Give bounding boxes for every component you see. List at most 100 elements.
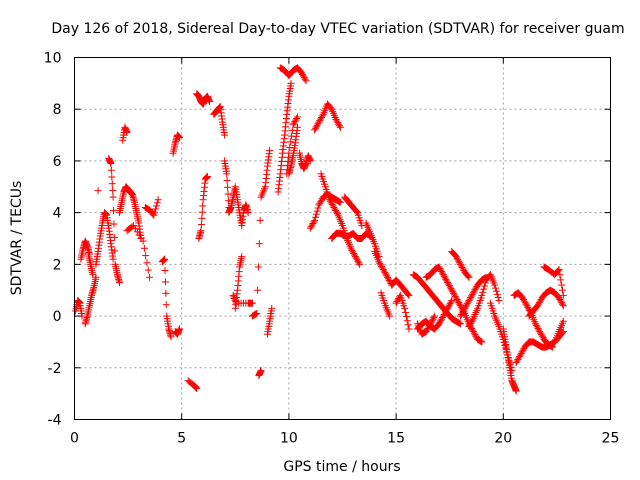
data-point [472,332,480,340]
data-point [431,312,439,320]
data-point [424,324,432,332]
data-point [448,297,456,305]
data-point [422,328,430,336]
series-arc-07 [105,154,124,286]
data-point [556,271,564,279]
data-point [329,202,337,210]
data-point [446,283,454,291]
data-point [266,147,274,155]
data-point [314,204,322,212]
series-arc-17 [195,172,211,242]
data-point [557,297,565,305]
data-point [348,246,356,254]
data-point [517,349,525,357]
data-point [470,287,478,295]
data-point [462,303,470,311]
data-point [444,304,452,312]
data-point [449,288,457,296]
data-points [72,64,567,395]
data-point [470,329,478,337]
data-point [456,320,464,328]
data-point [197,221,205,229]
data-point [495,297,503,305]
y-tick-label: 0 [53,309,62,325]
data-point [299,72,307,80]
data-point [536,328,544,336]
series-arc-52 [525,286,567,320]
data-point [161,267,169,275]
data-point [123,128,131,136]
data-point [110,220,118,228]
series-arc-32 [311,100,344,134]
data-point [199,202,207,210]
data-point [255,240,263,248]
data-point [536,297,544,305]
series-arc-45 [448,247,473,281]
data-point [462,301,470,309]
data-point [456,259,464,267]
series-arc-18 [210,103,229,139]
data-point [525,305,533,313]
data-point [426,320,434,328]
data-point [438,315,446,323]
data-point [386,312,394,320]
data-point [335,122,343,130]
x-tick-label: 5 [177,431,186,447]
data-point [559,317,567,325]
data-point [458,263,466,271]
data-point [308,221,316,229]
data-point [523,302,531,310]
data-point [531,320,539,328]
data-point [317,113,325,121]
data-point [142,252,150,260]
data-point [437,266,445,274]
data-point [377,261,385,269]
data-point [558,300,566,308]
data-point [480,282,488,290]
data-point [468,318,476,326]
series-arc-03 [81,273,100,328]
data-point [448,286,456,294]
series-arc-12 [158,255,175,341]
data-point [471,331,479,339]
series-arc-20 [225,183,252,230]
data-point [447,298,455,306]
data-point [537,331,545,339]
data-point [176,134,184,142]
data-point [444,280,452,288]
data-point [223,170,231,178]
data-point [332,116,340,124]
data-point [139,237,147,245]
data-point [456,319,464,327]
data-point [384,275,392,283]
series-arc-09 [119,123,131,144]
data-point [167,333,175,341]
data-point [335,197,343,205]
data-point [94,187,102,195]
data-point [468,290,476,298]
y-axis-title: SDTVAR / TECUs [9,181,25,296]
data-point [453,296,461,304]
data-point [353,256,361,264]
data-point [436,264,444,272]
data-point [287,132,295,140]
data-point [458,309,466,317]
y-tick-label: -4 [48,413,62,429]
series-arc-29 [285,123,301,178]
data-point [198,214,206,222]
data-point [535,326,543,334]
data-point [450,291,458,299]
data-point [313,121,321,129]
series-arc-26 [274,79,295,196]
data-point [452,294,460,302]
data-point [441,274,449,282]
data-point [426,321,434,329]
data-point [533,323,541,331]
y-tick-label: 4 [53,206,62,222]
data-point [457,262,465,270]
data-point [146,273,154,281]
data-point [153,199,161,207]
data-point [332,208,340,216]
data-point [223,177,231,185]
